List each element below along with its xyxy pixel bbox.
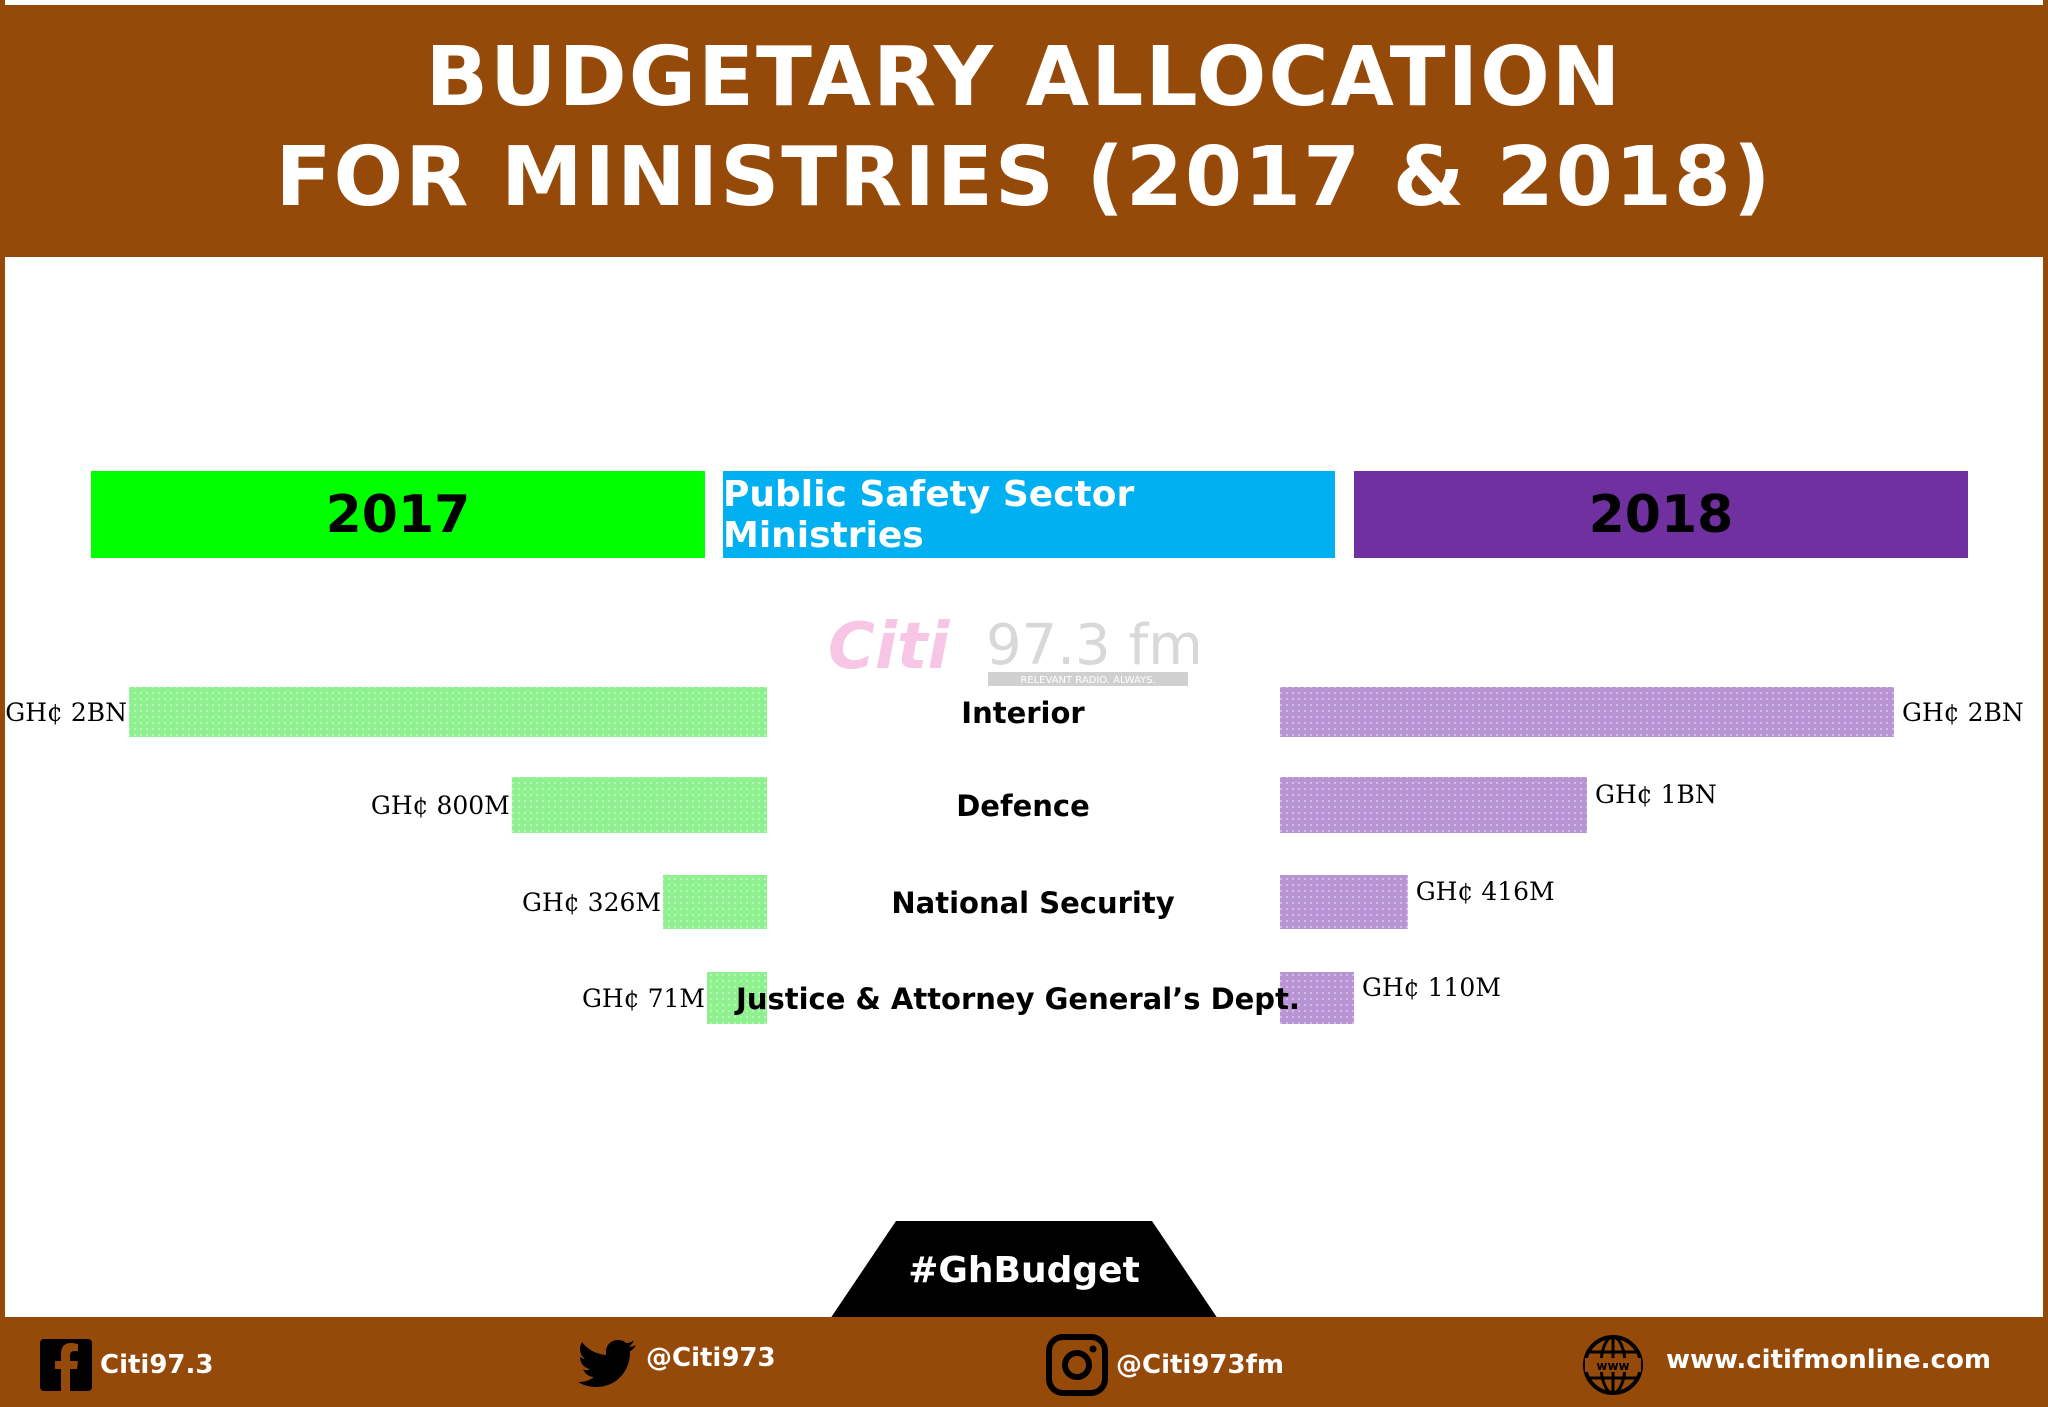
- value-label-2017-defence: GH¢ 800M: [371, 791, 510, 820]
- value-label-2017-justice-attorney-general-s-dept: GH¢ 71M: [582, 984, 705, 1013]
- watermark-frequency: 97.3 fm: [986, 613, 1198, 678]
- value-label-2018-justice-attorney-general-s-dept: GH¢ 110M: [1362, 973, 1501, 1002]
- globe-icon: www: [1583, 1335, 1643, 1395]
- value-label-2017-interior: GH¢ 2BN: [5, 698, 127, 727]
- twitter-icon: [578, 1340, 636, 1387]
- watermark-slogan: RELEVANT RADIO. ALWAYS.: [1020, 675, 1155, 686]
- column-header-sector: Public Safety Sector Ministries: [723, 471, 1335, 558]
- series-2018-bars: [1280, 687, 1894, 1024]
- title-line-2: FOR MINISTRIES (2017 & 2018): [275, 130, 1773, 225]
- bar-2018-defence: [1280, 777, 1587, 833]
- hashtag-text: #GhBudget: [908, 1250, 1140, 1291]
- category-labels: Interior Defence National Security Justice …: [734, 696, 1300, 1016]
- footer-facebook[interactable]: Citi97.3: [40, 1335, 213, 1395]
- facebook-icon: [40, 1339, 92, 1391]
- twitter-handle: @Citi973: [646, 1343, 776, 1373]
- hashtag-badge: [830, 1221, 1218, 1319]
- column-header-2017: 2017: [91, 471, 705, 558]
- bar-2018-interior: [1280, 687, 1894, 737]
- value-label-2018-defence: GH¢ 1BN: [1595, 780, 1717, 809]
- category-label-defence: Defence: [956, 789, 1090, 823]
- svg-text:www: www: [1596, 1359, 1629, 1373]
- instagram-icon: [1046, 1334, 1108, 1396]
- header-banner: [0, 5, 2048, 257]
- bar-2018-justice-attorney-general-s-dept: [1280, 972, 1354, 1024]
- value-label-2017-national-security: GH¢ 326M: [522, 888, 661, 917]
- website-url: www.citifmonline.com: [1666, 1345, 1991, 1375]
- value-label-2018-national-security: GH¢ 416M: [1416, 877, 1555, 906]
- bar-2017-interior: [129, 687, 767, 737]
- footer-bar: [0, 1317, 2048, 1407]
- series-2018-labels: GH¢ 2BN GH¢ 1BN GH¢ 416M GH¢ 110M: [1362, 698, 2024, 1002]
- bar-2018-national-security: [1280, 875, 1408, 929]
- instagram-handle: @Citi973fm: [1116, 1350, 1285, 1380]
- footer-website[interactable]: www www.citifmonline.com: [1582, 1335, 1991, 1395]
- series-2017-labels: GH¢ 2BN GH¢ 800M GH¢ 326M GH¢ 71M: [5, 698, 705, 1013]
- bar-2017-national-security: [663, 875, 767, 929]
- watermark-brand: Citi: [828, 610, 951, 684]
- category-label-justice-attorney-general-s-dept: Justice & Attorney General’s Dept.: [734, 982, 1300, 1016]
- footer-instagram[interactable]: @Citi973fm: [1046, 1334, 1285, 1396]
- facebook-handle: Citi97.3: [100, 1350, 214, 1380]
- page-title: BUDGETARY ALLOCATION FOR MINISTRIES (201…: [0, 28, 2048, 228]
- category-label-national-security: National Security: [891, 886, 1174, 920]
- footer-twitter[interactable]: @Citi973: [578, 1335, 776, 1395]
- value-label-2018-interior: GH¢ 2BN: [1902, 698, 2024, 727]
- bar-2017-justice-attorney-general-s-dept: [707, 972, 767, 1024]
- series-2017-bars: [129, 687, 767, 1024]
- category-label-interior: Interior: [961, 696, 1085, 730]
- citi-watermark-logo: Citi 97.3 fm RELEVANT RADIO. ALWAYS.: [828, 610, 1198, 686]
- title-line-1: BUDGETARY ALLOCATION: [425, 30, 1623, 125]
- bar-2017-defence: [511, 777, 767, 833]
- column-header-2018: 2018: [1354, 471, 1968, 558]
